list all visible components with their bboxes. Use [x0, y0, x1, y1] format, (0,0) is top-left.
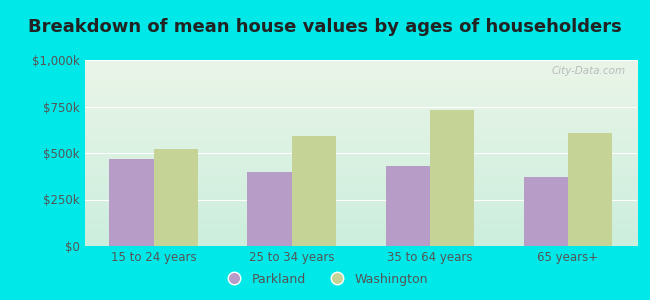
Bar [153, 149, 198, 246]
Bar [109, 159, 153, 246]
Bar [248, 172, 292, 246]
Legend: Parkland, Washington: Parkland, Washington [216, 268, 434, 291]
Bar [385, 166, 430, 246]
Text: Breakdown of mean house values by ages of householders: Breakdown of mean house values by ages o… [28, 18, 622, 36]
Bar [524, 177, 568, 246]
Bar [430, 110, 474, 246]
Bar [568, 133, 612, 246]
Text: City-Data.com: City-Data.com [552, 66, 626, 76]
Bar [292, 136, 336, 246]
